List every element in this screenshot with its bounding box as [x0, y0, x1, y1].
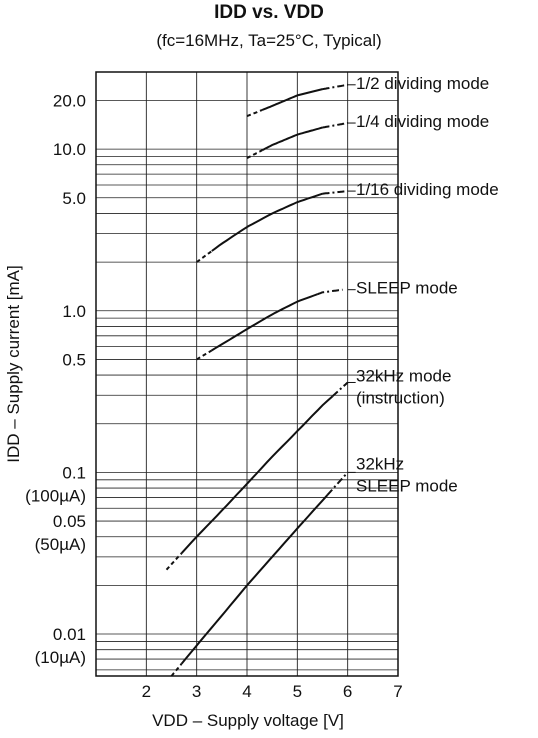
series-line-dashed-start — [170, 663, 183, 677]
y-tick-sublabel: (50µA) — [35, 535, 86, 554]
y-tick-label: 0.1 — [62, 463, 86, 482]
x-tick-label: 7 — [393, 682, 402, 701]
y-tick-label: 0.01 — [53, 625, 86, 644]
series-line-dashed-end — [326, 471, 349, 496]
x-axis-title: VDD – Supply voltage [V] — [152, 711, 344, 730]
series-label: SLEEP mode — [356, 279, 458, 298]
series-label: 1/4 dividing mode — [356, 112, 489, 131]
x-tick-label: 6 — [343, 682, 352, 701]
series-line — [211, 192, 323, 252]
series-line — [180, 494, 329, 665]
series-line-dashed-start — [196, 250, 213, 263]
series-line-dashed-start — [196, 349, 213, 361]
y-tick-sublabel: (10µA) — [35, 648, 86, 667]
y-tick-sublabel: (100µA) — [25, 486, 86, 505]
label-leaders — [347, 84, 356, 473]
series-line-dashed-start — [246, 149, 263, 159]
x-tick-label: 2 — [142, 682, 151, 701]
x-tick-label: 3 — [192, 682, 201, 701]
series-label: 32kHz mode — [356, 366, 451, 385]
series-label: 1/2 dividing mode — [356, 74, 489, 93]
data-curves — [165, 83, 349, 677]
y-axis-title: IDD – Supply current [mA] — [4, 265, 23, 462]
plot-frame — [95, 71, 399, 677]
series-label: SLEEP mode — [356, 476, 458, 495]
series-line-dashed-start — [165, 552, 183, 571]
y-tick-label: 1.0 — [62, 302, 86, 321]
series-line-dashed-start — [246, 109, 263, 118]
series-line — [261, 88, 323, 111]
series-line — [261, 126, 323, 152]
series-line-dashed-end — [322, 190, 348, 195]
series-labels: 1/2 dividing mode 1/4 dividing mode 1/16 d… — [356, 74, 499, 496]
series-line — [180, 395, 334, 554]
y-tick-label: 5.0 — [62, 189, 86, 208]
y-tick-label: 0.05 — [53, 512, 86, 531]
series-line-dashed-end — [317, 288, 343, 296]
series-label: (instruction) — [356, 388, 445, 407]
series-line-dashed-end — [322, 83, 348, 91]
series-label: 32kHz — [356, 454, 404, 473]
y-tick-labels: 20.0 10.0 5.0 1.0 0.5 0.1 (100µA) 0.05 (50µA) 0.0… — [25, 91, 86, 667]
series-line-dashed-end — [322, 122, 348, 129]
y-tick-label: 20.0 — [53, 91, 86, 110]
x-tick-labels: 2 3 4 5 6 7 — [142, 682, 403, 701]
series-line — [211, 293, 318, 352]
chart-subtitle: (fc=16MHz, Ta=25°C, Typical) — [156, 31, 382, 50]
series-line-dashed-end — [331, 381, 349, 397]
x-tick-label: 4 — [242, 682, 251, 701]
x-tick-label: 5 — [293, 682, 302, 701]
chart-title: IDD vs. VDD — [214, 2, 324, 23]
series-label: 1/16 dividing mode — [356, 180, 499, 199]
y-tick-label: 0.5 — [62, 350, 86, 369]
y-tick-label: 10.0 — [53, 140, 86, 159]
